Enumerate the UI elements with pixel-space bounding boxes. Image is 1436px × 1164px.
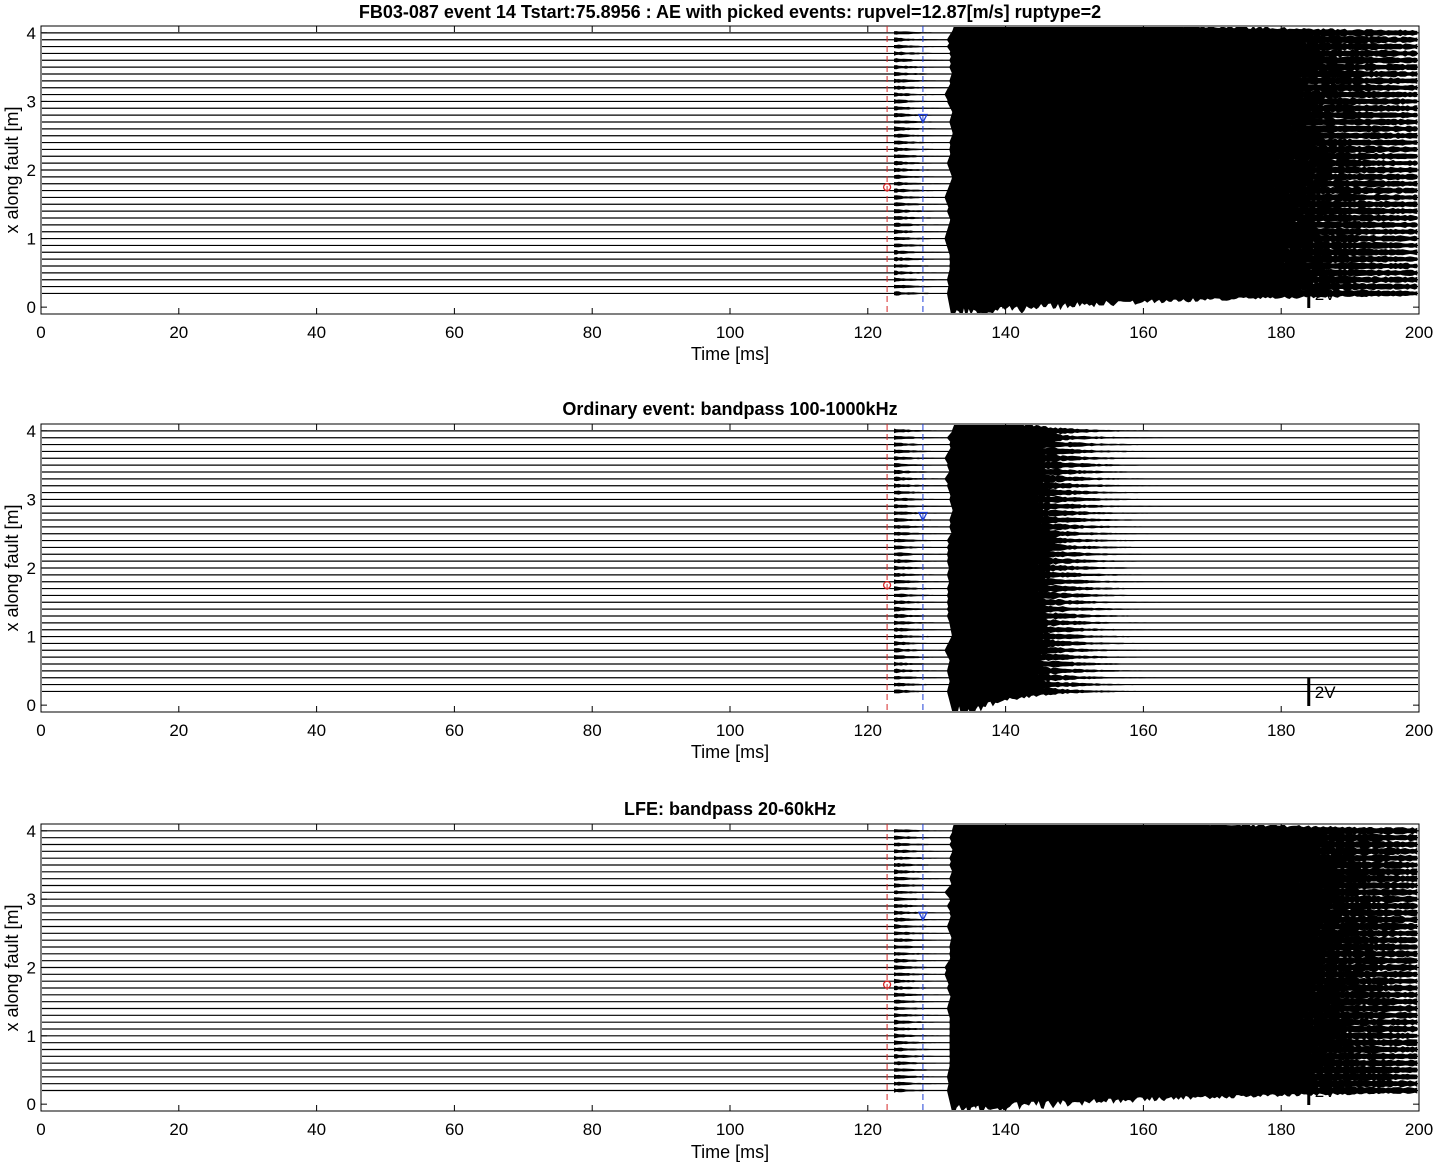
chart-panel-ordinary-event: Ordinary event: bandpass 100-1000kHz x a… xyxy=(0,398,1436,786)
trace-waveform xyxy=(894,825,1418,857)
y-tick-label: 1 xyxy=(27,628,36,647)
x-tick-label: 0 xyxy=(36,1120,45,1139)
x-tick-label: 140 xyxy=(991,721,1019,740)
y-tick-label: 1 xyxy=(27,1027,36,1046)
y-tick-label: 4 xyxy=(27,822,36,841)
x-tick-label: 20 xyxy=(169,1120,188,1139)
x-tick-label: 180 xyxy=(1267,1120,1295,1139)
y-tick-label: 0 xyxy=(27,696,36,715)
traces-group xyxy=(42,27,1418,313)
chart-title: Ordinary event: bandpass 100-1000kHz xyxy=(562,399,897,419)
x-axis-label: Time [ms] xyxy=(691,344,769,364)
y-axis-label: x along fault [m] xyxy=(2,504,22,631)
red-pick-circle xyxy=(882,580,892,590)
x-tick-label: 40 xyxy=(307,1120,326,1139)
y-tick-label: 3 xyxy=(27,92,36,111)
x-tick-label: 120 xyxy=(854,1120,882,1139)
x-tick-label: 60 xyxy=(445,721,464,740)
x-tick-label: 160 xyxy=(1129,721,1157,740)
x-tick-label: 40 xyxy=(307,323,326,342)
x-tick-label: 180 xyxy=(1267,323,1295,342)
chart-title: FB03-087 event 14 Tstart:75.8956 : AE wi… xyxy=(359,2,1101,22)
y-tick-label: 1 xyxy=(27,230,36,249)
chart-ae: FB03-087 event 14 Tstart:75.8956 : AE wi… xyxy=(2,2,1434,364)
y-tick-label: 0 xyxy=(27,298,36,317)
y-tick-label: 2 xyxy=(27,161,36,180)
plot-area: 0 20 40 60 80 100 120 140 160 180 200 0 1 2 3 4 2V xyxy=(27,822,1434,1139)
x-tick-label: 160 xyxy=(1129,323,1157,342)
scale-bar-label: 2V xyxy=(1315,683,1336,702)
chart-title: LFE: bandpass 20-60kHz xyxy=(624,799,836,819)
x-tick-label: 100 xyxy=(716,1120,744,1139)
chart-panel-lfe: LFE: bandpass 20-60kHz x along fault [m]… xyxy=(0,796,1436,1164)
y-tick-label: 0 xyxy=(27,1095,36,1114)
traces-group xyxy=(42,425,1418,711)
y-tick-label: 3 xyxy=(27,490,36,509)
x-tick-label: 200 xyxy=(1405,323,1433,342)
blue-pick-triangle xyxy=(917,911,928,922)
plot-area: 0 20 40 60 80 100 120 140 160 180 200 0 1 2 3 4 2V xyxy=(27,422,1434,740)
y-axis-label: x along fault [m] xyxy=(2,106,22,233)
x-tick-label: 80 xyxy=(583,323,602,342)
x-tick-label: 120 xyxy=(854,323,882,342)
x-tick-label: 0 xyxy=(36,323,45,342)
x-tick-label: 140 xyxy=(991,323,1019,342)
chart-lfe: LFE: bandpass 20-60kHz x along fault [m]… xyxy=(2,799,1434,1162)
x-tick-label: 160 xyxy=(1129,1120,1157,1139)
x-tick-label: 80 xyxy=(583,721,602,740)
x-tick-label: 100 xyxy=(716,323,744,342)
x-tick-label: 20 xyxy=(169,721,188,740)
x-tick-label: 0 xyxy=(36,721,45,740)
red-pick-circle xyxy=(882,182,892,192)
blue-pick-triangle xyxy=(917,511,928,523)
y-tick-label: 4 xyxy=(27,422,36,441)
x-tick-label: 200 xyxy=(1405,1120,1433,1139)
chart-panel-ae: FB03-087 event 14 Tstart:75.8956 : AE wi… xyxy=(0,0,1436,388)
traces-group xyxy=(42,825,1418,1110)
x-axis-label: Time [ms] xyxy=(691,1142,769,1162)
x-tick-label: 40 xyxy=(307,721,326,740)
trace-waveform xyxy=(894,27,1418,59)
x-tick-label: 80 xyxy=(583,1120,602,1139)
x-tick-label: 200 xyxy=(1405,721,1433,740)
x-tick-label: 60 xyxy=(445,323,464,342)
blue-pick-triangle xyxy=(917,113,928,125)
x-tick-label: 140 xyxy=(991,1120,1019,1139)
x-tick-label: 100 xyxy=(716,721,744,740)
y-axis-label: x along fault [m] xyxy=(2,904,22,1031)
x-tick-label: 120 xyxy=(854,721,882,740)
x-tick-label: 180 xyxy=(1267,721,1295,740)
trace-waveform xyxy=(894,425,1172,457)
chart-ordinary-event: Ordinary event: bandpass 100-1000kHz x a… xyxy=(2,399,1434,762)
scale-bar-label: 2V xyxy=(1315,1082,1336,1101)
x-tick-label: 60 xyxy=(445,1120,464,1139)
y-tick-label: 3 xyxy=(27,890,36,909)
plot-area: 0 20 40 60 80 100 120 140 160 180 200 0 1 2 3 4 2V xyxy=(27,24,1434,342)
red-pick-circle xyxy=(882,980,892,989)
y-tick-label: 2 xyxy=(27,959,36,978)
scale-bar-label: 2V xyxy=(1315,285,1336,304)
y-tick-label: 4 xyxy=(27,24,36,43)
x-tick-label: 20 xyxy=(169,323,188,342)
x-axis-label: Time [ms] xyxy=(691,742,769,762)
y-tick-label: 2 xyxy=(27,559,36,578)
